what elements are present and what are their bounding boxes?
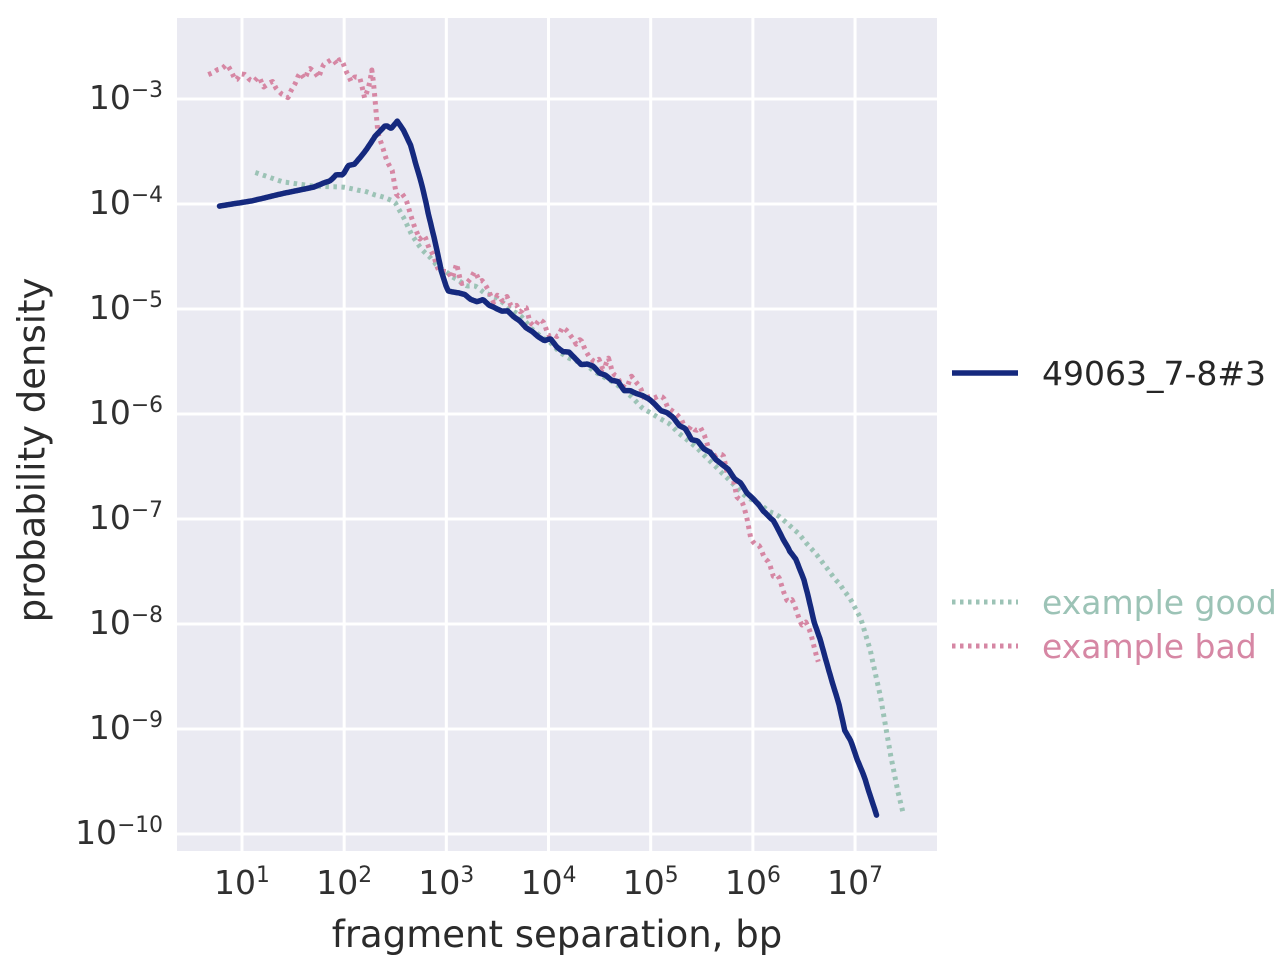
legend-entry-example-bad: example bad: [950, 624, 1277, 668]
legend-examples: example good example bad: [950, 580, 1277, 668]
series-group: [207, 56, 906, 818]
y-tick-label: 10−3: [88, 77, 163, 117]
legend-entry-example-good: example good: [950, 580, 1277, 624]
legend-label-main: 49063_7-8#3: [1042, 353, 1267, 393]
legend-label-example-good: example good: [1042, 582, 1277, 622]
legend-label-example-bad: example bad: [1042, 626, 1257, 666]
y-tick-label: 10−9: [88, 707, 163, 747]
x-tick-label: 107: [827, 863, 883, 902]
y-tick-label: 10−10: [75, 812, 163, 852]
legend-main: 49063_7-8#3: [950, 351, 1266, 395]
x-tick-label: 102: [316, 863, 373, 902]
y-tick-label: 10−8: [88, 602, 163, 642]
x-axis-label: fragment separation, bp: [331, 913, 783, 956]
x-tick-label: 101: [214, 863, 270, 902]
x-tick-label: 105: [622, 863, 679, 902]
series-line-2: [216, 118, 880, 818]
legend-line-sample-solid: [952, 370, 1018, 376]
legend-line-sample-dotted-good: [952, 599, 1018, 605]
y-tick-label: 10−4: [88, 182, 163, 222]
legend-entry-main: 49063_7-8#3: [950, 351, 1266, 395]
y-tick-label: 10−6: [88, 392, 163, 432]
x-tick-label: 104: [520, 863, 577, 902]
y-tick-label: 10−5: [88, 287, 163, 327]
legend-line-sample-dotted-bad: [952, 643, 1018, 649]
y-tick-label: 10−7: [88, 497, 163, 537]
y-axis-label: probability density: [10, 277, 54, 623]
plot-area: [177, 18, 937, 851]
x-tick-label: 106: [724, 863, 781, 902]
x-tick-label: 103: [418, 863, 475, 902]
